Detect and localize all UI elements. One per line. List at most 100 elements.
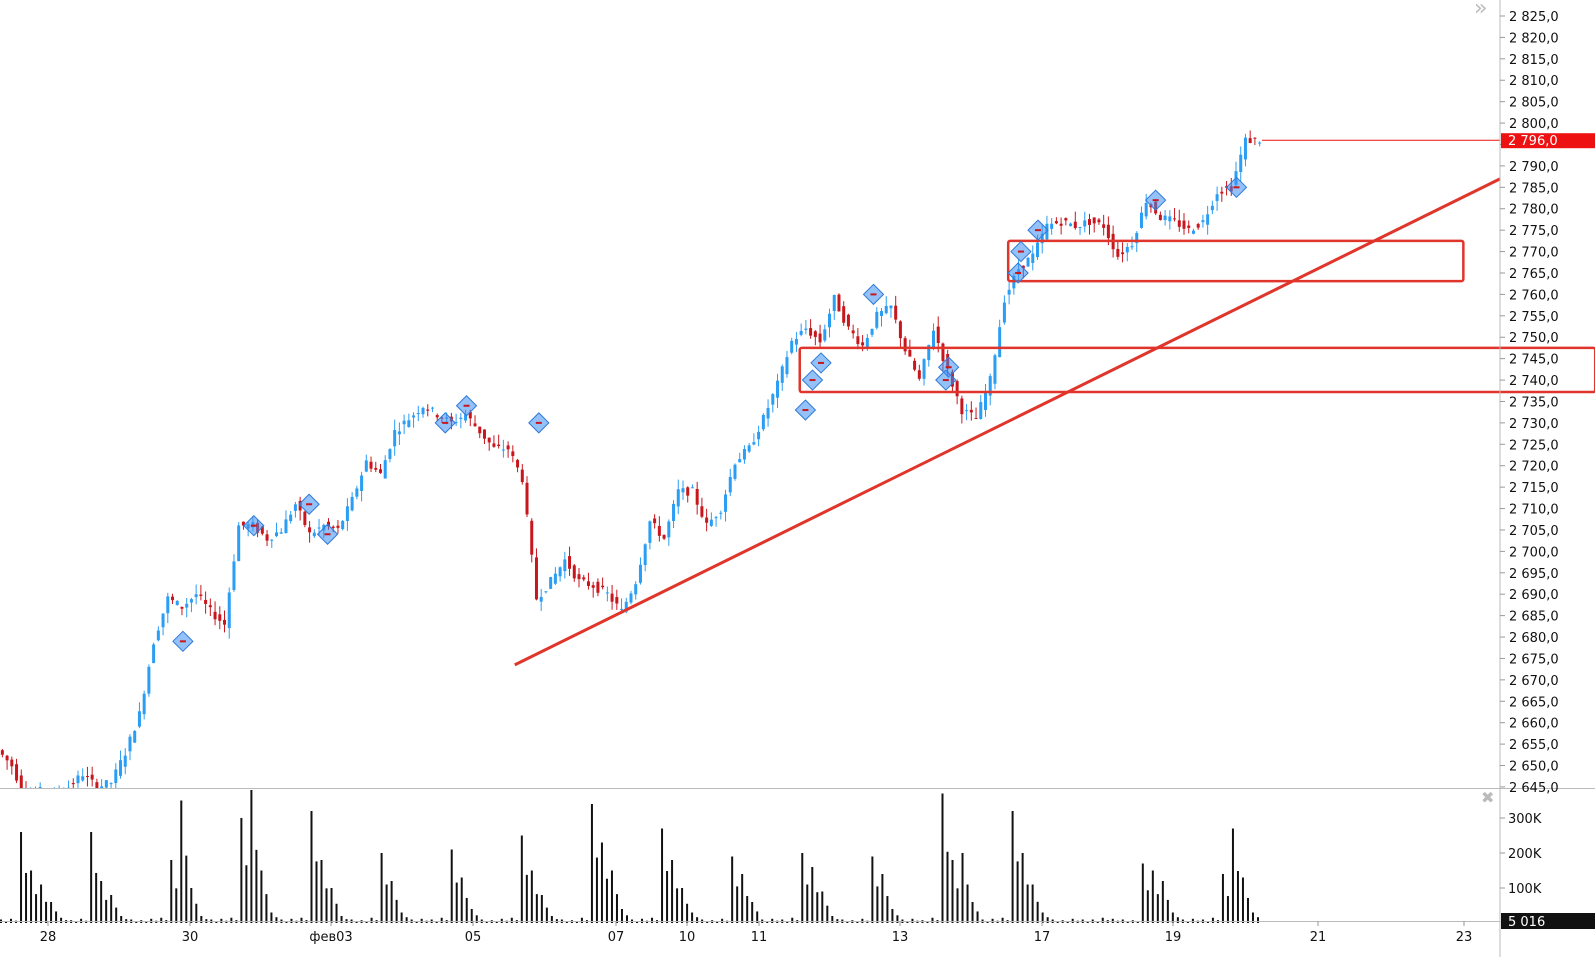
candle-body bbox=[955, 381, 959, 397]
candle-body bbox=[5, 755, 9, 761]
trend-line[interactable] bbox=[514, 177, 1501, 667]
volume-bar bbox=[1226, 896, 1229, 923]
candle-body bbox=[137, 711, 141, 727]
volume-bar bbox=[1001, 917, 1004, 923]
volume-bar bbox=[736, 886, 739, 923]
candle-body bbox=[525, 482, 529, 515]
time-axis[interactable]: 28 30 фев03 05 07 10 11 13 17 19 21 23 bbox=[40, 921, 1473, 945]
candle-body bbox=[724, 494, 728, 512]
price-tick-label: 2 650,0 bbox=[1509, 760, 1559, 775]
price-tick-label: 2 705,0 bbox=[1509, 524, 1559, 539]
candle-body bbox=[185, 603, 189, 608]
price-tick-label: 2 755,0 bbox=[1509, 310, 1559, 325]
candle-body bbox=[355, 488, 359, 497]
volume-bar bbox=[530, 870, 533, 923]
volume-bar bbox=[35, 894, 38, 923]
price-tick-label: 2 805,0 bbox=[1509, 96, 1559, 111]
candle-body bbox=[0, 750, 4, 755]
candle-body bbox=[544, 591, 548, 593]
volume-bar bbox=[135, 921, 138, 923]
volume-axis[interactable]: 300K 200K 100K bbox=[1500, 812, 1542, 897]
candle-body bbox=[837, 294, 841, 312]
candle-body bbox=[38, 787, 42, 788]
candle-body bbox=[1035, 242, 1039, 258]
signal-marker-dash bbox=[945, 366, 952, 369]
price-tick-label: 2 680,0 bbox=[1509, 631, 1559, 646]
volume-bar bbox=[50, 902, 53, 923]
candle-body bbox=[908, 349, 912, 357]
candle-body bbox=[794, 338, 798, 345]
volume-bar bbox=[270, 912, 273, 923]
volume-bar bbox=[55, 911, 58, 923]
volume-bar bbox=[105, 899, 108, 923]
volume-bar bbox=[1256, 917, 1259, 923]
volume-bar bbox=[766, 921, 769, 923]
candle-body bbox=[766, 407, 770, 419]
volume-layer bbox=[0, 790, 1259, 923]
volume-bar bbox=[1211, 917, 1214, 923]
candle-body bbox=[629, 593, 633, 603]
volume-bar bbox=[260, 870, 263, 923]
zone-rectangle[interactable] bbox=[798, 346, 1595, 394]
signal-marker-dash bbox=[1233, 186, 1240, 189]
candle-body bbox=[516, 459, 520, 468]
price-tick-label: 2 790,0 bbox=[1509, 160, 1559, 175]
volume-bar bbox=[681, 888, 684, 923]
zone-rectangle[interactable] bbox=[1006, 239, 1465, 283]
candle-body bbox=[1002, 302, 1006, 323]
volume-bar bbox=[1021, 853, 1024, 923]
candle-body bbox=[884, 305, 888, 314]
candle-body bbox=[175, 600, 179, 605]
candle-body bbox=[974, 418, 978, 420]
candle-body bbox=[90, 774, 94, 780]
candle-body bbox=[360, 475, 364, 491]
candle-body bbox=[265, 534, 269, 541]
volume-bar bbox=[951, 860, 954, 923]
candle-body bbox=[818, 333, 822, 343]
price-tick-label: 2 715,0 bbox=[1509, 481, 1559, 496]
volume-bar bbox=[1071, 918, 1074, 923]
volume-bar bbox=[100, 881, 103, 923]
volume-bar bbox=[335, 903, 338, 923]
candle-body bbox=[62, 792, 65, 796]
candle-body bbox=[780, 366, 784, 383]
candle-body bbox=[501, 449, 505, 451]
time-tick-label: 21 bbox=[1310, 930, 1327, 945]
volume-bar bbox=[180, 800, 183, 923]
price-axis[interactable]: 2 825,0 2 820,0 2 815,0 2 810,0 2 805,0 2 800… bbox=[1500, 10, 1559, 796]
candle-body bbox=[898, 321, 902, 339]
volume-bar bbox=[1246, 897, 1249, 923]
candle-body bbox=[700, 506, 704, 517]
candle-body bbox=[133, 730, 137, 743]
price-tick-label: 2 770,0 bbox=[1509, 246, 1559, 261]
signal-marker-dash bbox=[818, 361, 825, 364]
candle-body bbox=[686, 487, 690, 496]
candle-body bbox=[388, 449, 392, 459]
candle-body bbox=[119, 760, 123, 776]
close-volume-pane-icon[interactable]: ✖ bbox=[1481, 788, 1495, 807]
candle-body bbox=[752, 442, 756, 445]
candle-body bbox=[435, 415, 439, 418]
candle-body bbox=[497, 444, 501, 447]
volume-bar bbox=[1056, 921, 1059, 923]
candle-body bbox=[572, 565, 576, 579]
volume-bar bbox=[550, 916, 553, 923]
candle-body bbox=[941, 343, 945, 361]
collapse-panel-icon[interactable]: » bbox=[1474, 0, 1488, 21]
svg-text:2 796,0: 2 796,0 bbox=[1508, 134, 1558, 149]
candle-body bbox=[813, 331, 817, 337]
volume-bar bbox=[150, 918, 153, 923]
time-tick-label: 28 bbox=[40, 930, 57, 945]
time-tick-label: 19 bbox=[1165, 930, 1182, 945]
volume-bar bbox=[450, 849, 453, 923]
volume-bar bbox=[756, 911, 759, 923]
candle-body bbox=[880, 311, 884, 317]
candle-body bbox=[553, 573, 557, 584]
candle-body bbox=[171, 596, 175, 601]
candle-body bbox=[374, 467, 378, 470]
volume-bar bbox=[1096, 921, 1099, 923]
volume-bar bbox=[961, 853, 964, 923]
candle-body bbox=[473, 423, 477, 427]
volume-bar bbox=[676, 888, 679, 923]
